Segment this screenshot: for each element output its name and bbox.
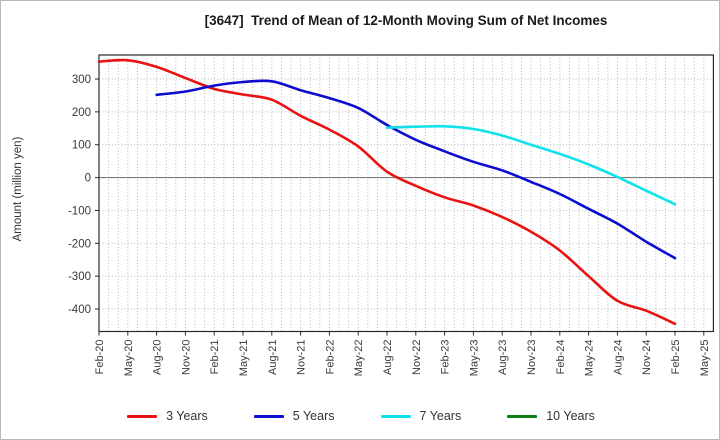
- series-line-3-years: [97, 58, 677, 326]
- x-tick-label: May-23: [468, 340, 480, 377]
- legend-swatch: [253, 414, 284, 418]
- x-tick-label: Aug-22: [382, 340, 394, 375]
- legend-swatch: [380, 414, 411, 418]
- legend-label: 7 Years: [419, 409, 462, 423]
- x-tick-label: May-25: [699, 340, 711, 377]
- legend-label: 10 Years: [546, 409, 595, 423]
- legend-label: 5 Years: [292, 409, 335, 423]
- legend-item-3-years: 3 Years: [127, 409, 208, 423]
- legend-label: 3 Years: [166, 409, 208, 423]
- x-tick-label: May-22: [353, 340, 365, 377]
- x-tick-label: Nov-21: [296, 340, 308, 375]
- series-line-7-years: [385, 124, 677, 206]
- legend-item-5-years: 5 Years: [253, 409, 335, 423]
- x-tick-label: Feb-22: [324, 340, 336, 375]
- legend-item-7-years: 7 Years: [380, 409, 462, 423]
- x-tick-label: Feb-25: [670, 340, 682, 375]
- y-tick-label: -100: [68, 205, 91, 217]
- y-tick-label: 100: [72, 140, 91, 152]
- x-tick-label: Feb-20: [94, 340, 106, 375]
- x-tick-label: Feb-23: [440, 340, 452, 375]
- y-tick-label: 300: [72, 74, 91, 86]
- x-tick-label: Feb-24: [555, 340, 567, 375]
- x-tick-label: May-24: [584, 340, 596, 377]
- series-line-5-years: [155, 79, 677, 260]
- x-tick-label: Aug-24: [612, 340, 624, 375]
- x-tick-label: Feb-21: [209, 340, 221, 375]
- x-tick-label: Nov-24: [641, 340, 653, 375]
- x-tick-label: Nov-20: [180, 340, 192, 375]
- legend-item-10-years: 10 Years: [507, 409, 595, 423]
- x-tick-label: Nov-23: [526, 340, 538, 375]
- y-tick-label: 200: [72, 107, 91, 119]
- x-tick-label: May-21: [238, 340, 250, 377]
- axis-frame: [98, 54, 715, 333]
- y-tick-label: -300: [68, 271, 91, 283]
- x-tick-label: May-20: [123, 340, 135, 377]
- legend: 3 Years 5 Years 7 Years 10 Years: [41, 402, 681, 430]
- y-tick-label: 0: [85, 173, 91, 185]
- x-tick-label: Aug-20: [152, 340, 164, 375]
- x-tick-label: Aug-21: [267, 340, 279, 375]
- legend-swatch: [507, 414, 538, 418]
- x-tick-label: Aug-23: [497, 340, 509, 375]
- legend-swatch: [127, 414, 158, 418]
- y-tick-label: -200: [68, 238, 91, 250]
- y-tick-label: -400: [68, 304, 91, 316]
- chart-title: [3647] Trend of Mean of 12-Month Moving …: [204, 13, 608, 28]
- x-tick-label: Nov-22: [411, 340, 423, 375]
